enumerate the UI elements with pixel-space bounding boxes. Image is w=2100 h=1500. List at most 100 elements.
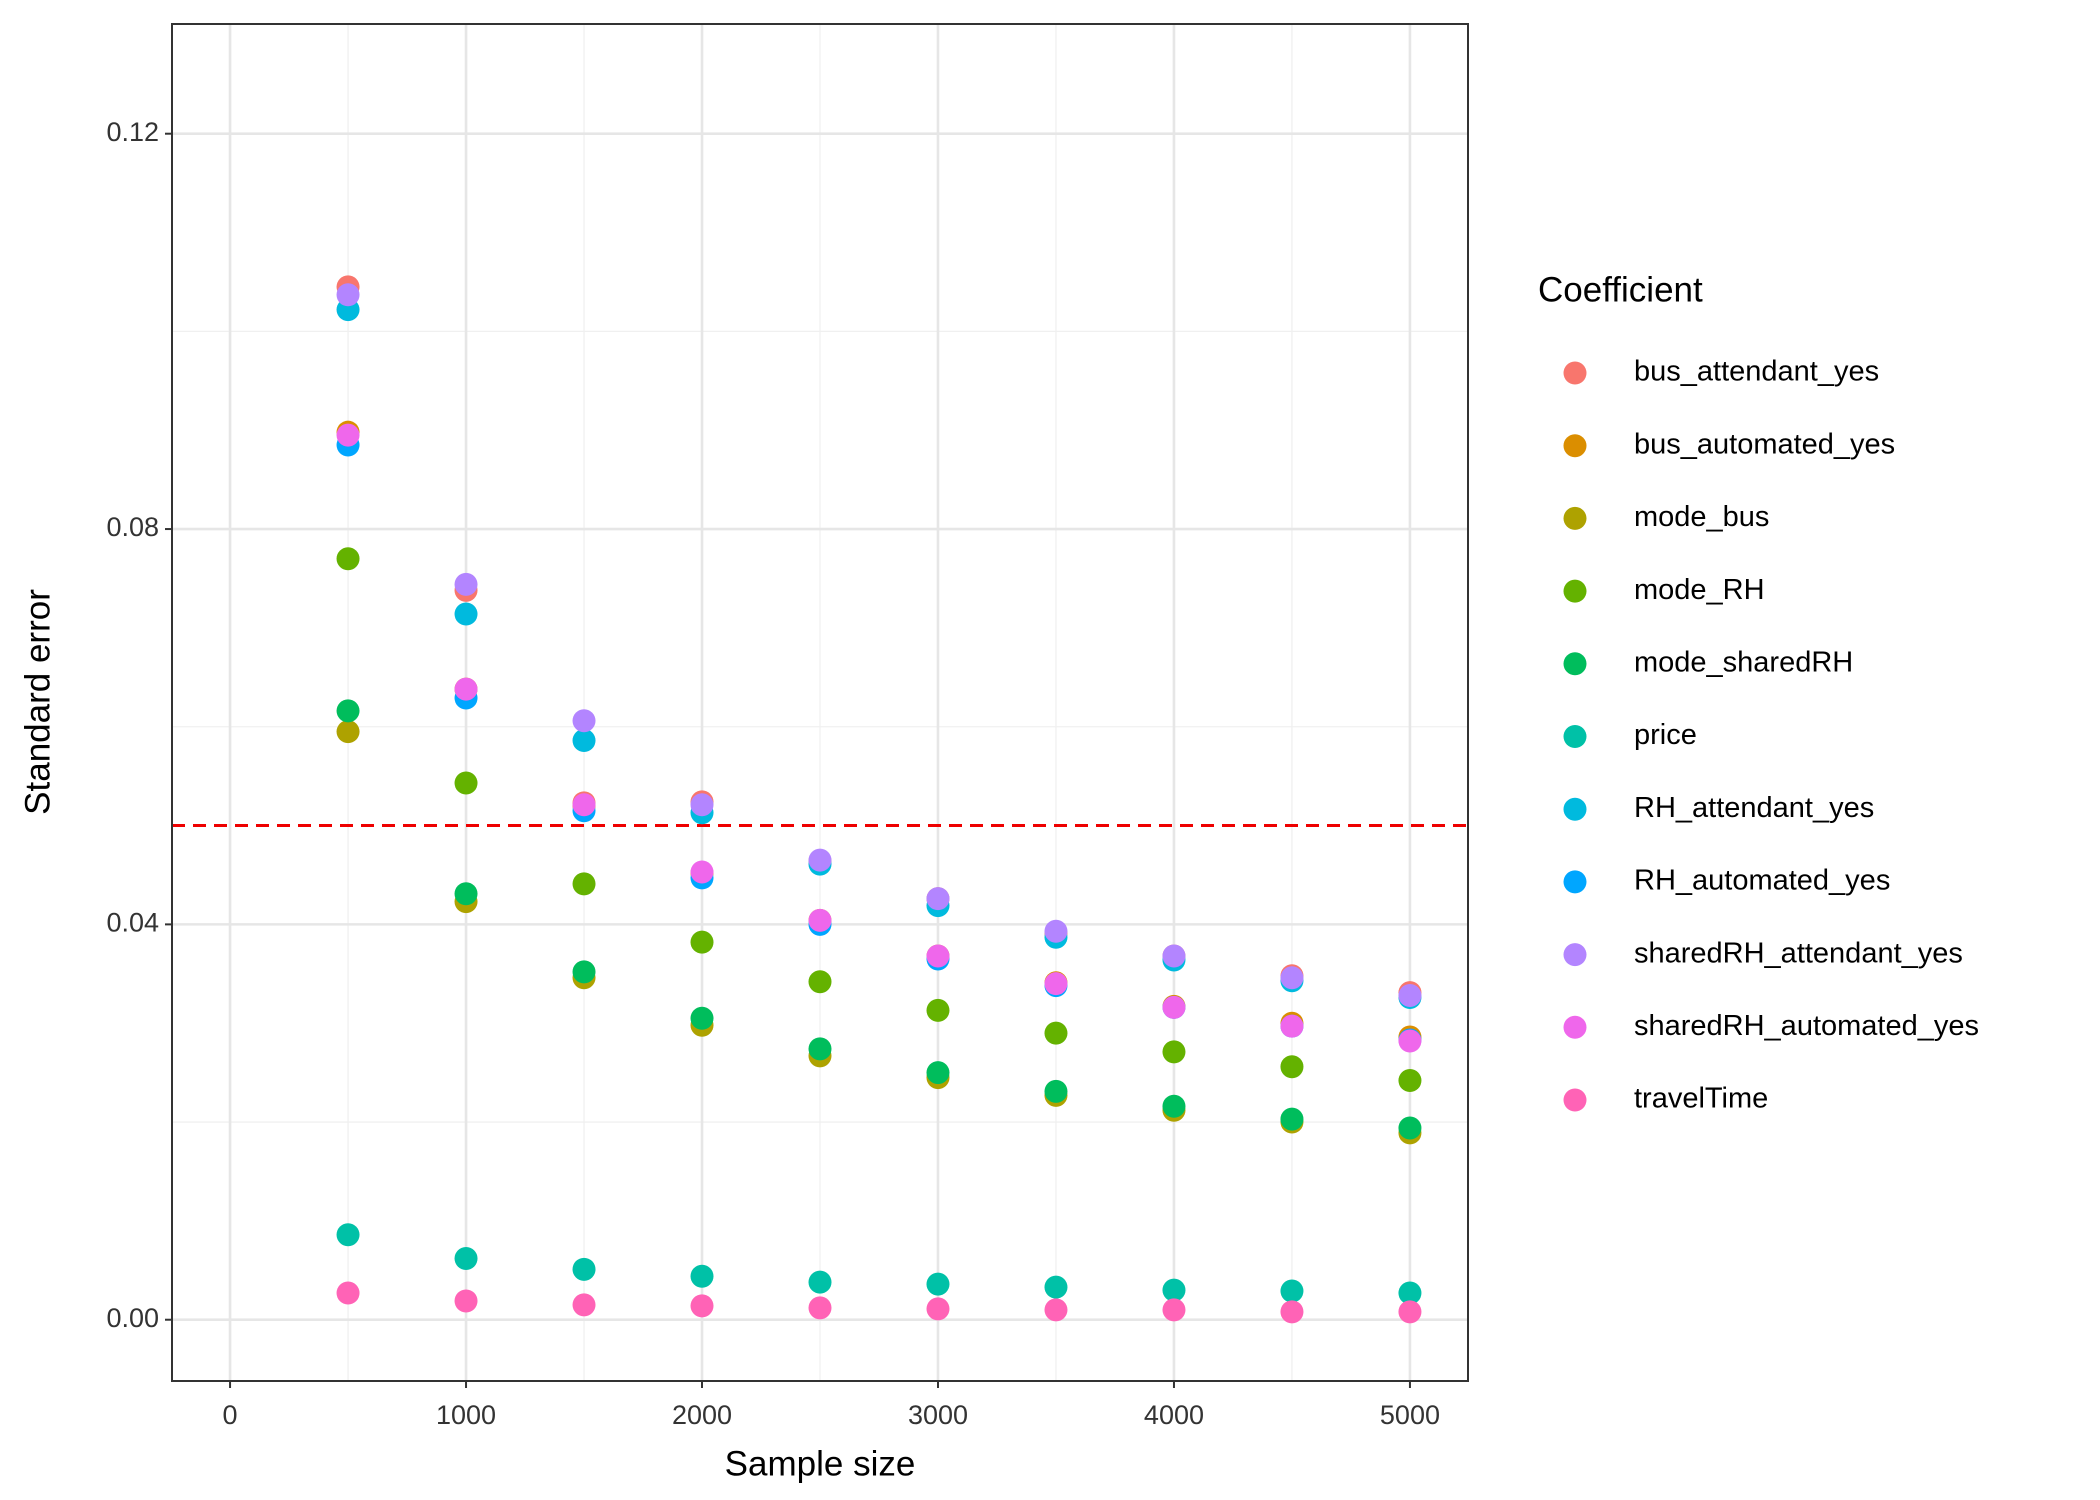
- point: [1162, 1040, 1186, 1064]
- point: [1280, 1055, 1304, 1079]
- point: [1280, 966, 1304, 990]
- point: [808, 1037, 832, 1061]
- y-tick-label: 0.04: [106, 908, 159, 938]
- point: [1044, 1275, 1068, 1299]
- point: [1044, 919, 1068, 943]
- legend-key: [1563, 506, 1587, 530]
- legend-label: RH_attendant_yes: [1634, 792, 1874, 824]
- legend-label: sharedRH_attendant_yes: [1634, 937, 1963, 969]
- point: [1280, 1300, 1304, 1324]
- point: [926, 998, 950, 1022]
- point: [336, 1281, 360, 1305]
- legend-key: [1563, 870, 1587, 894]
- legend-key: [1563, 652, 1587, 676]
- x-tick-label: 0: [223, 1400, 238, 1430]
- point: [690, 1006, 714, 1030]
- legend-key: [1563, 434, 1587, 458]
- point: [1280, 1107, 1304, 1131]
- point: [808, 848, 832, 872]
- point: [1162, 1094, 1186, 1118]
- legend-key: [1563, 579, 1587, 603]
- point: [572, 960, 596, 984]
- point: [926, 1272, 950, 1296]
- point: [454, 602, 478, 626]
- legend-key: [1563, 1015, 1587, 1039]
- legend-label: price: [1634, 719, 1697, 751]
- legend-label: bus_attendant_yes: [1634, 356, 1879, 388]
- point: [336, 720, 360, 744]
- point: [808, 1270, 832, 1294]
- point: [572, 729, 596, 753]
- point: [926, 887, 950, 911]
- legend-key: [1563, 361, 1587, 385]
- point: [572, 709, 596, 733]
- point: [1398, 1300, 1422, 1324]
- point: [454, 882, 478, 906]
- point: [690, 793, 714, 817]
- x-tick-label: 4000: [1144, 1400, 1204, 1430]
- point: [1162, 995, 1186, 1019]
- point: [1044, 1079, 1068, 1103]
- point: [1044, 1021, 1068, 1045]
- point: [336, 283, 360, 307]
- point: [690, 1264, 714, 1288]
- point: [808, 1296, 832, 1320]
- point: [926, 1061, 950, 1085]
- point: [808, 908, 832, 932]
- point: [1044, 972, 1068, 996]
- legend-label: travelTime: [1634, 1083, 1768, 1115]
- point: [572, 793, 596, 817]
- legend-label: RH_automated_yes: [1634, 865, 1890, 897]
- point: [1398, 1069, 1422, 1093]
- point: [572, 1293, 596, 1317]
- point: [690, 930, 714, 954]
- point: [336, 1223, 360, 1247]
- point: [1044, 1298, 1068, 1322]
- point: [690, 1294, 714, 1318]
- point: [1280, 1014, 1304, 1038]
- legend-label: bus_automated_yes: [1634, 428, 1895, 460]
- point: [1162, 1278, 1186, 1302]
- legend-label: mode_sharedRH: [1634, 646, 1853, 678]
- legend-title: Coefficient: [1538, 270, 1703, 309]
- y-tick-label: 0.12: [106, 117, 159, 147]
- x-tick-label: 3000: [908, 1400, 968, 1430]
- point: [926, 1297, 950, 1321]
- point: [690, 860, 714, 884]
- point: [1398, 1116, 1422, 1140]
- legend-label: sharedRH_automated_yes: [1634, 1010, 1979, 1042]
- point: [572, 872, 596, 896]
- y-axis-title: Standard error: [18, 589, 57, 815]
- x-tick-label: 1000: [436, 1400, 496, 1430]
- legend-label: mode_bus: [1634, 501, 1769, 533]
- y-tick-label: 0.08: [106, 512, 159, 542]
- legend-key: [1563, 943, 1587, 967]
- point: [454, 1289, 478, 1313]
- point: [454, 771, 478, 795]
- point: [454, 572, 478, 596]
- legend-key: [1563, 725, 1587, 748]
- point: [336, 547, 360, 571]
- legend-key: [1563, 797, 1587, 821]
- x-tick-label: 5000: [1380, 1400, 1440, 1430]
- legend-label: mode_RH: [1634, 574, 1765, 606]
- point: [454, 1246, 478, 1270]
- point: [1398, 1029, 1422, 1053]
- point: [454, 677, 478, 701]
- x-tick-label: 2000: [672, 1400, 732, 1430]
- point: [808, 970, 832, 994]
- panel-border: [171, 23, 1469, 1382]
- y-tick-label: 0.00: [106, 1303, 159, 1333]
- point: [926, 944, 950, 968]
- point: [336, 423, 360, 447]
- point: [1398, 1281, 1422, 1305]
- point: [336, 699, 360, 723]
- point: [572, 1257, 596, 1281]
- point: [1162, 1298, 1186, 1322]
- legend-key: [1563, 1088, 1587, 1112]
- point: [1398, 984, 1422, 1008]
- point: [1280, 1279, 1304, 1303]
- point: [1162, 944, 1186, 968]
